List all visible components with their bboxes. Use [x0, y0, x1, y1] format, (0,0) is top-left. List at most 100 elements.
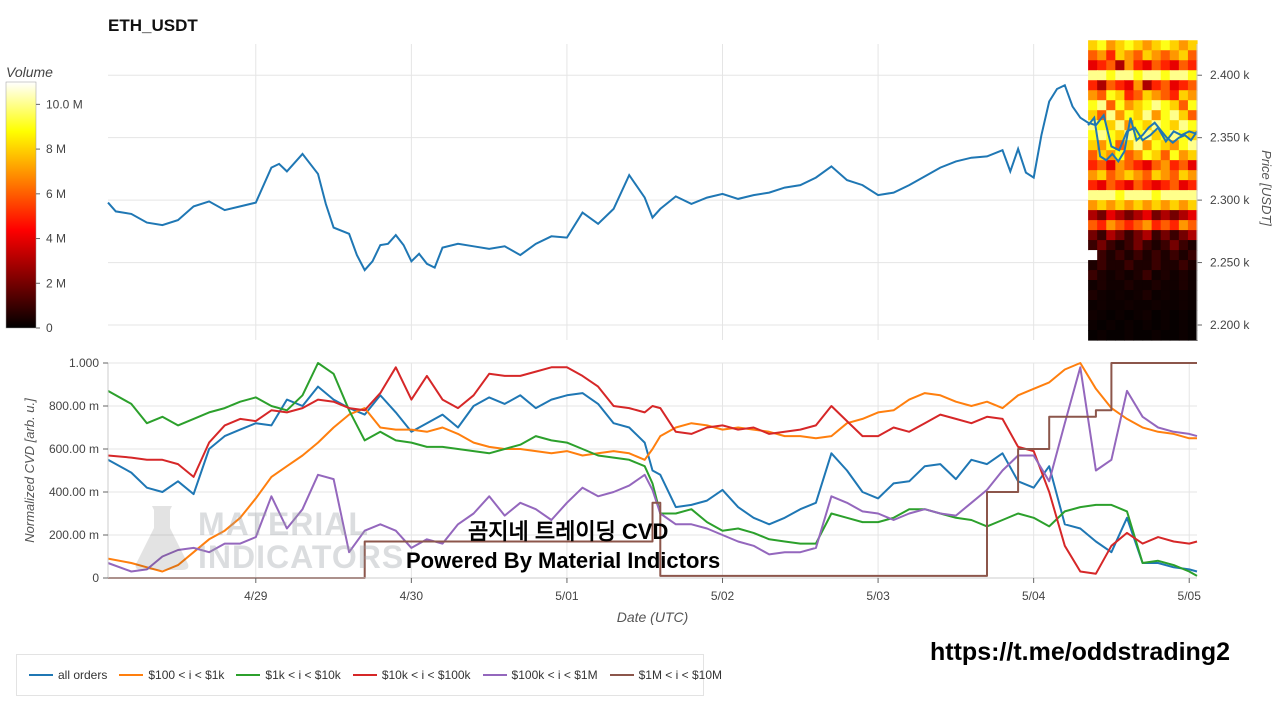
heatmap-cell	[1142, 40, 1153, 51]
heatmap-cell	[1178, 110, 1189, 121]
heatmap-cell	[1133, 280, 1144, 291]
heatmap-cell	[1088, 300, 1098, 311]
colorbar	[5, 81, 37, 329]
heatmap-cell	[1115, 190, 1125, 201]
heatmap-cell	[1133, 80, 1144, 91]
heatmap-cell	[1142, 330, 1153, 341]
legend-swatch	[609, 674, 634, 676]
heatmap-cell	[1160, 80, 1171, 91]
heatmap-cell	[1124, 280, 1135, 291]
heatmap-cell	[1124, 140, 1135, 151]
legend-item[interactable]: $100 < i < $1k	[119, 668, 224, 682]
heatmap-cell	[1106, 240, 1116, 251]
heatmap-cell	[1151, 100, 1162, 111]
heatmap-cell	[1169, 160, 1180, 171]
chart-title: ETH_USDT	[108, 16, 198, 35]
legend-swatch	[29, 674, 53, 676]
heatmap-cell	[1106, 250, 1116, 261]
heatmap-cell	[1106, 200, 1116, 211]
legend-item[interactable]: $10k < i < $100k	[352, 668, 471, 682]
heatmap-cell	[1088, 330, 1098, 341]
heatmap-cell	[1124, 60, 1135, 71]
heatmap-cell	[1169, 260, 1180, 271]
heatmap-cell	[1115, 70, 1125, 81]
heatmap-cell	[1106, 80, 1116, 91]
heatmap-cell	[1151, 260, 1162, 271]
legend-swatch	[352, 674, 377, 676]
heatmap-cell	[1178, 330, 1189, 341]
heatmap-cell	[1133, 140, 1144, 151]
heatmap-cell	[1169, 310, 1180, 321]
heatmap-cell	[1124, 270, 1135, 281]
heatmap-cell	[1169, 140, 1180, 151]
legend-label: $1M < i < $10M	[638, 668, 722, 682]
heatmap-cell	[1151, 270, 1162, 281]
heatmap-cell	[1133, 90, 1144, 101]
heatmap-cell	[1115, 160, 1125, 171]
heatmap-cell	[1133, 60, 1144, 71]
heatmap-cell	[1151, 180, 1162, 191]
heatmap-cell	[1160, 250, 1171, 261]
legend-item[interactable]: all orders	[29, 668, 107, 682]
heatmap-cell	[1160, 310, 1171, 321]
heatmap-cell	[1142, 240, 1153, 251]
heatmap-cell	[1187, 100, 1198, 111]
heatmap-cell	[1115, 100, 1125, 111]
legend-item[interactable]: $1k < i < $10k	[236, 668, 341, 682]
cvd-ytick-label: 0	[92, 571, 99, 585]
heatmap-cell	[1124, 210, 1135, 221]
heatmap-cell	[1169, 280, 1180, 291]
heatmap-cell	[1142, 300, 1153, 311]
heatmap-cell	[1088, 100, 1098, 111]
cvd-ytick-label: 1.000	[69, 356, 99, 370]
heatmap-cell	[1124, 100, 1135, 111]
heatmap-cell	[1115, 180, 1125, 191]
cvd-ytick-label: 600.00 m	[49, 442, 99, 456]
heatmap-cell	[1115, 250, 1125, 261]
heatmap-cell	[1124, 240, 1135, 251]
heatmap-cell	[1187, 130, 1198, 141]
heatmap-cell	[1151, 90, 1162, 101]
heatmap-cell	[1088, 130, 1098, 141]
x-tick-label: 4/29	[244, 589, 268, 603]
heatmap-cell	[1124, 170, 1135, 181]
heatmap-cell	[1151, 200, 1162, 211]
heatmap-cell	[1088, 110, 1098, 121]
heatmap-cell	[1088, 250, 1098, 261]
heatmap-cell	[1124, 180, 1135, 191]
heatmap-cell	[1151, 80, 1162, 91]
heatmap-cell	[1097, 280, 1107, 291]
heatmap-cell	[1133, 230, 1144, 241]
heatmap-cell	[1142, 170, 1153, 181]
heatmap-cell	[1133, 190, 1144, 201]
colorbar-tick-label: 2 M	[46, 276, 66, 290]
heatmap-cell	[1142, 80, 1153, 91]
legend-item[interactable]: $1M < i < $10M	[609, 668, 722, 682]
heatmap-cell	[1142, 180, 1153, 191]
heatmap-cell	[1124, 110, 1135, 121]
heatmap-cell	[1124, 260, 1135, 271]
legend-item[interactable]: $100k < i < $1M	[482, 668, 598, 682]
heatmap-cell	[1124, 220, 1135, 231]
heatmap-cell	[1160, 90, 1171, 101]
heatmap-cell	[1142, 100, 1153, 111]
heatmap-cell	[1088, 310, 1098, 321]
heatmap-cell	[1124, 300, 1135, 311]
heatmap-cell	[1187, 150, 1198, 161]
telegram-link[interactable]: https://t.me/oddstrading2	[930, 638, 1230, 666]
heatmap-cell	[1124, 320, 1135, 331]
heatmap-cell	[1169, 240, 1180, 251]
heatmap-cell	[1178, 290, 1189, 301]
heatmap-cell	[1151, 290, 1162, 301]
heatmap-cell	[1115, 310, 1125, 321]
heatmap-cell	[1097, 180, 1107, 191]
heatmap-cell	[1169, 110, 1180, 121]
cvd-series-line	[107, 366, 1198, 573]
heatmap-cell	[1142, 60, 1153, 71]
heatmap-cell	[1151, 70, 1162, 81]
heatmap-cell	[1088, 270, 1098, 281]
heatmap-cell	[1133, 40, 1144, 51]
heatmap-cell	[1178, 160, 1189, 171]
heatmap-cell	[1178, 320, 1189, 331]
